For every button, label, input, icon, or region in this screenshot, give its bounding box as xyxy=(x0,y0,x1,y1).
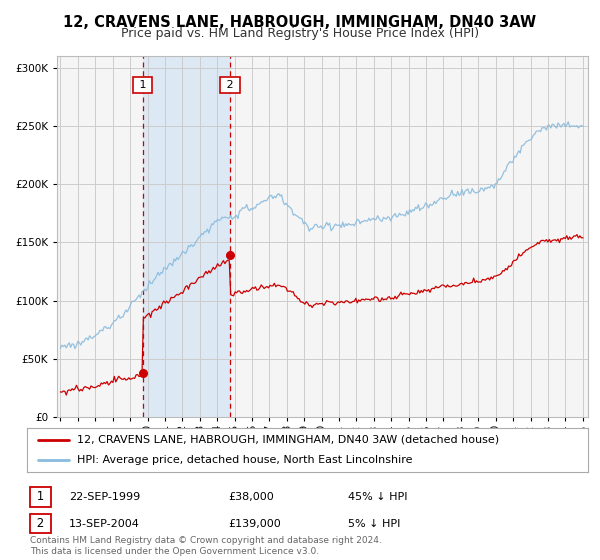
Text: HPI: Average price, detached house, North East Lincolnshire: HPI: Average price, detached house, Nort… xyxy=(77,455,413,465)
Text: 1: 1 xyxy=(136,80,149,90)
Text: 5% ↓ HPI: 5% ↓ HPI xyxy=(348,519,400,529)
Text: Contains HM Land Registry data © Crown copyright and database right 2024.
This d: Contains HM Land Registry data © Crown c… xyxy=(30,536,382,556)
Text: 22-SEP-1999: 22-SEP-1999 xyxy=(69,492,140,502)
Text: 2: 2 xyxy=(223,80,237,90)
Text: 2: 2 xyxy=(33,517,48,530)
Text: 13-SEP-2004: 13-SEP-2004 xyxy=(69,519,140,529)
Text: £38,000: £38,000 xyxy=(228,492,274,502)
Text: 1: 1 xyxy=(33,490,48,503)
Text: 45% ↓ HPI: 45% ↓ HPI xyxy=(348,492,407,502)
Text: Price paid vs. HM Land Registry's House Price Index (HPI): Price paid vs. HM Land Registry's House … xyxy=(121,27,479,40)
Text: 12, CRAVENS LANE, HABROUGH, IMMINGHAM, DN40 3AW: 12, CRAVENS LANE, HABROUGH, IMMINGHAM, D… xyxy=(64,15,536,30)
Text: 12, CRAVENS LANE, HABROUGH, IMMINGHAM, DN40 3AW (detached house): 12, CRAVENS LANE, HABROUGH, IMMINGHAM, D… xyxy=(77,435,500,445)
Text: £139,000: £139,000 xyxy=(228,519,281,529)
Bar xyxy=(143,56,230,417)
